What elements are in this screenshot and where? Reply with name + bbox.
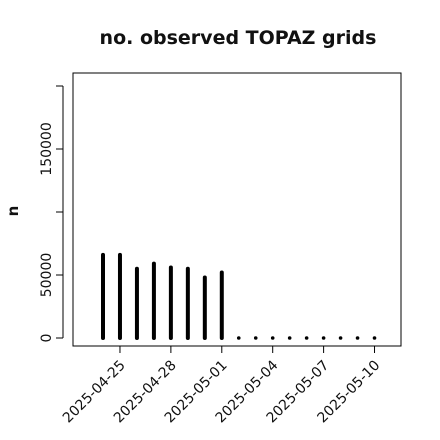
y-tick-label: 150000 — [39, 122, 55, 175]
bar-zero-point — [236, 336, 241, 340]
y-tick-label: 0 — [39, 334, 55, 343]
y-tick-label: 50000 — [39, 253, 55, 298]
x-axis: 2025-04-252025-04-282025-05-012025-05-04… — [60, 345, 383, 426]
chart-title: no. observed TOPAZ grids — [100, 27, 377, 49]
bar-zero-point — [338, 336, 343, 340]
bar-zero-point — [304, 336, 309, 340]
bar-zero-point — [355, 336, 360, 340]
bar-zero-point — [253, 336, 258, 340]
y-axis: 0 50000 150000 — [39, 85, 64, 343]
bar-zero-point — [270, 336, 275, 340]
bar-zero-point — [321, 336, 326, 340]
bar-zero-point — [372, 336, 377, 340]
y-axis-label: n — [4, 206, 22, 217]
bars — [101, 252, 377, 340]
bar-zero-point — [287, 336, 292, 340]
plot-frame — [72, 72, 402, 347]
